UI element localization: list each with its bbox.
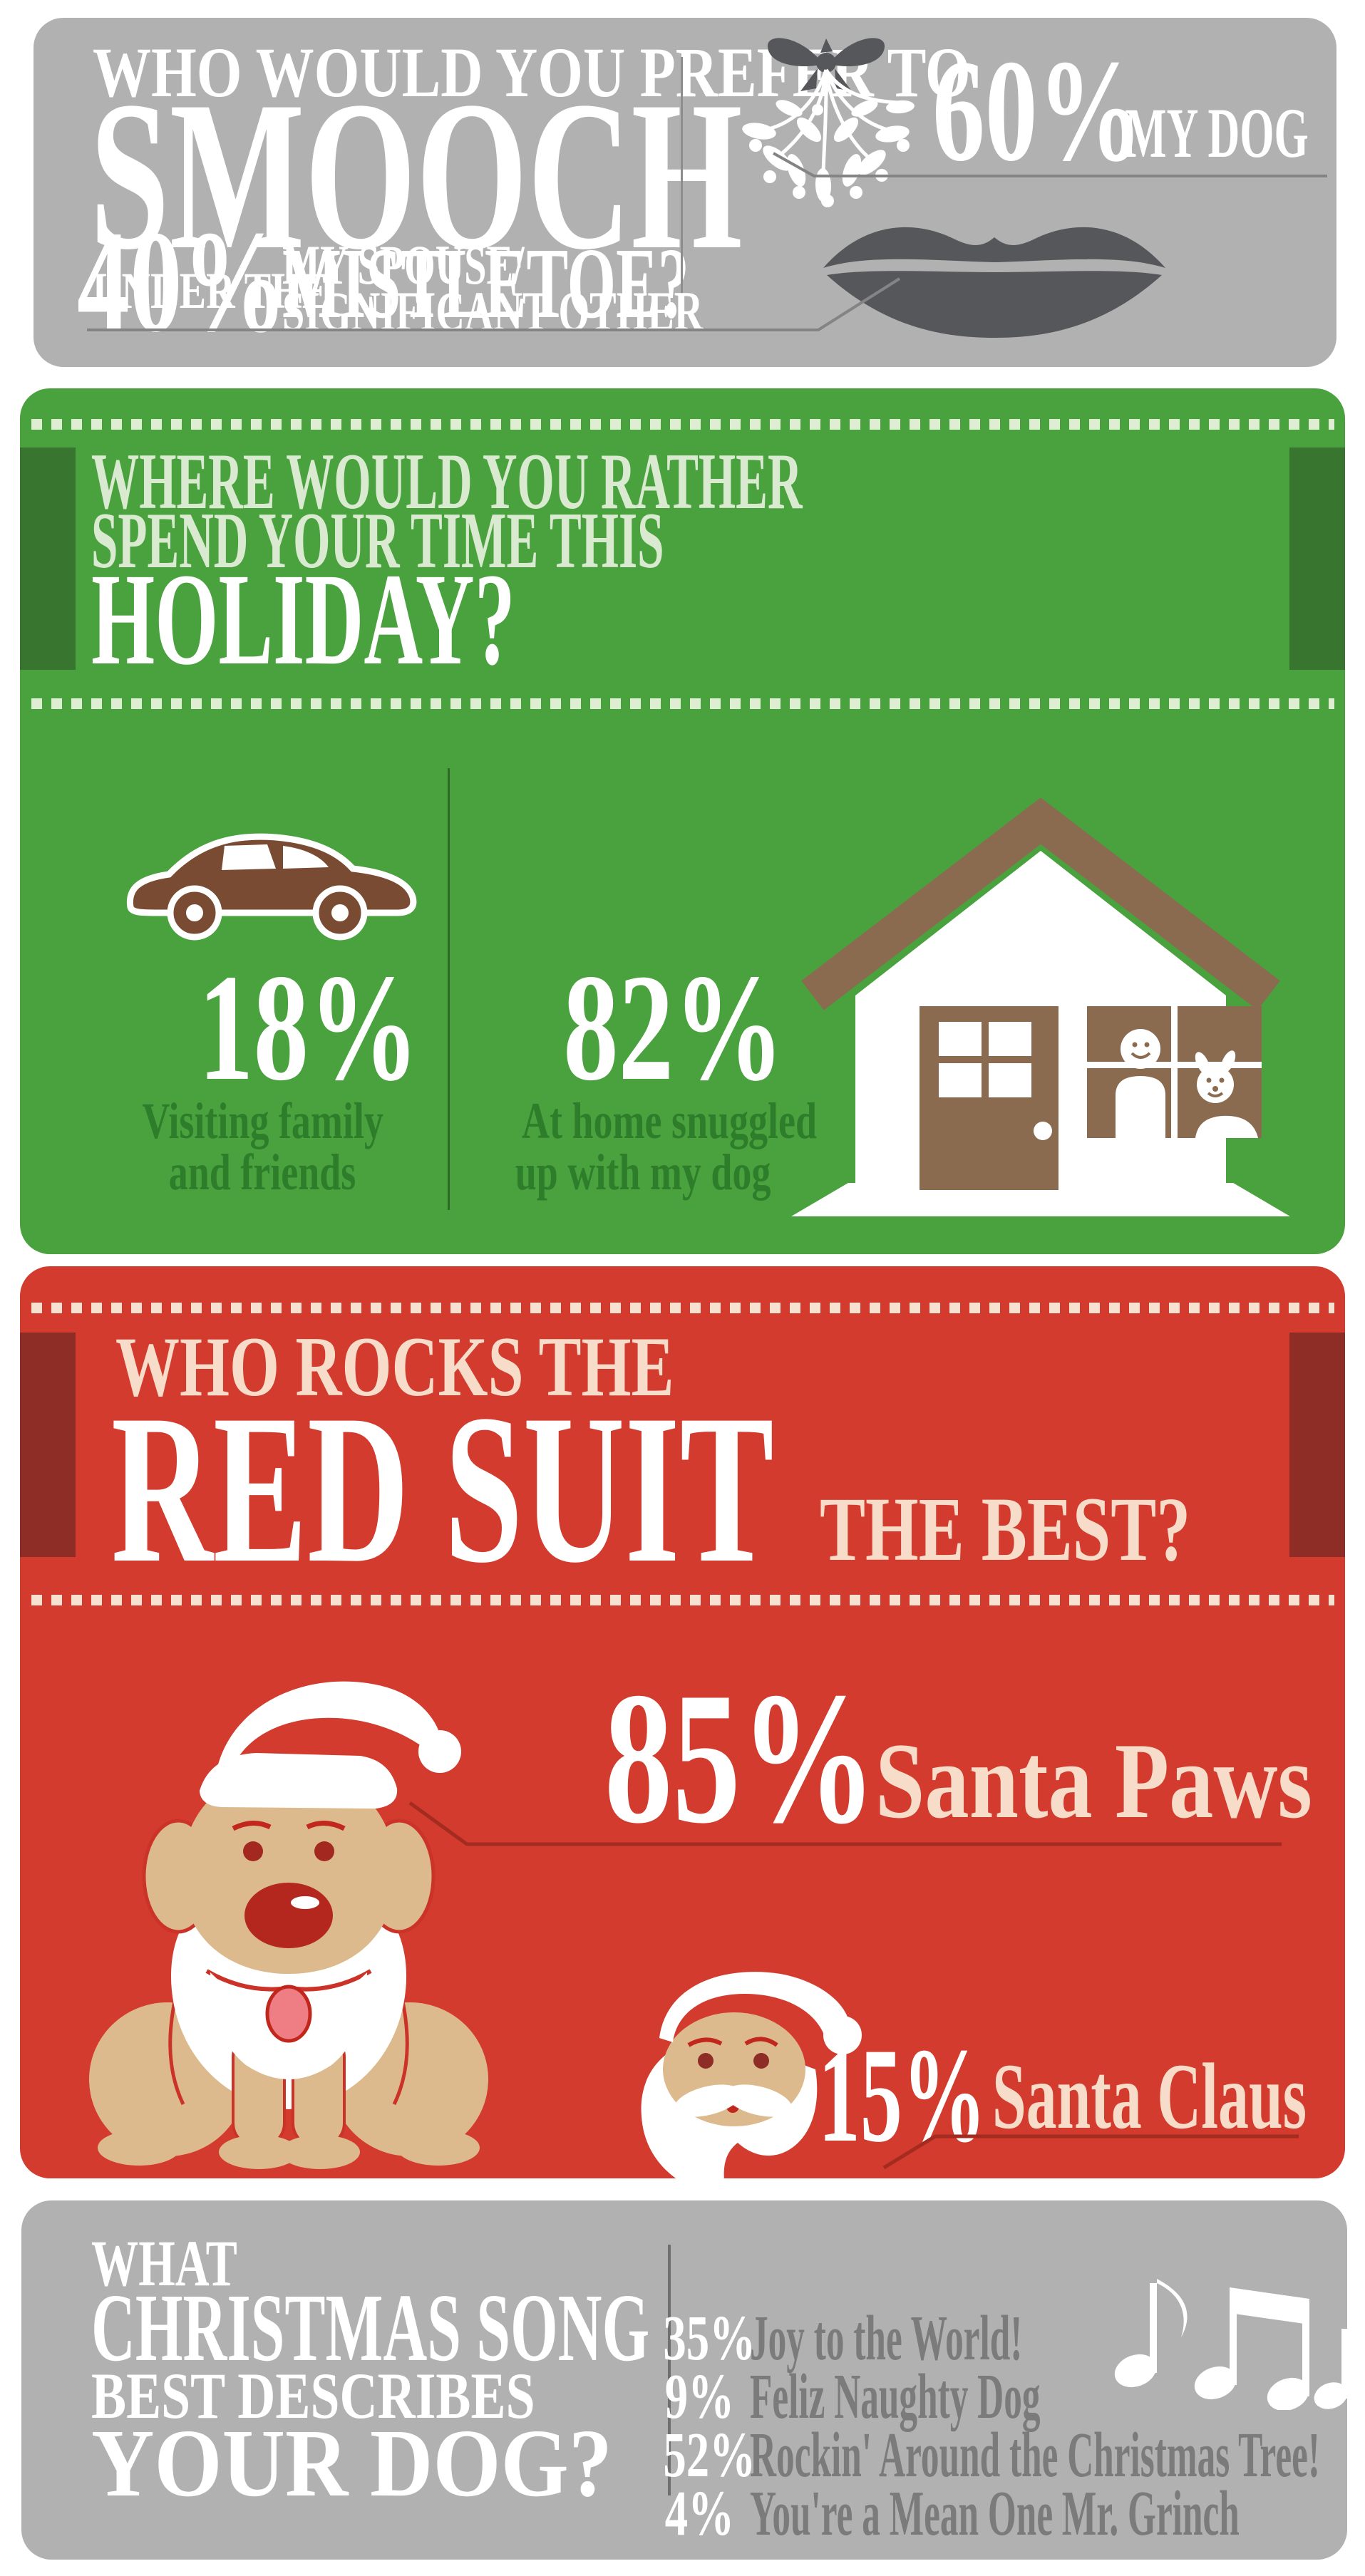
song-name-4: You're a Mean One Mr. Grinch bbox=[750, 2478, 1240, 2549]
song-divider bbox=[668, 2245, 671, 2495]
holiday-travel-label1: Visiting family bbox=[142, 1092, 383, 1149]
redsuit-paws-label: Santa Paws bbox=[875, 1721, 1312, 1841]
song-pct-1: 35% bbox=[663, 2303, 756, 2374]
redsuit-dotted-top bbox=[31, 1303, 1334, 1313]
holiday-travel-label2: and friends bbox=[168, 1144, 356, 1201]
redsuit-ribbon-right bbox=[1289, 1333, 1345, 1557]
redsuit-ribbon-left bbox=[20, 1333, 76, 1557]
car-icon bbox=[126, 833, 417, 941]
person-in-window bbox=[1116, 1029, 1165, 1138]
song-title-line4: YOUR DOG? bbox=[91, 2410, 612, 2517]
holiday-home-value: 82% bbox=[563, 942, 784, 1112]
song-pct-3: 52% bbox=[663, 2420, 756, 2490]
song-name-3: Rockin' Around the Christmas Tree! bbox=[750, 2420, 1320, 2490]
lips-icon bbox=[823, 227, 1165, 338]
song-title-line3: BEST DESCRIBES bbox=[91, 2359, 535, 2432]
holiday-dotted-top bbox=[31, 419, 1334, 430]
house-icon bbox=[791, 797, 1290, 1216]
santa-claus-icon bbox=[641, 1972, 862, 2196]
holiday-home-label2: up with my dog bbox=[515, 1144, 771, 1201]
holiday-ribbon-left bbox=[20, 448, 76, 670]
song-pct-4: 4% bbox=[664, 2478, 734, 2549]
redsuit-dotted-bottom bbox=[31, 1595, 1334, 1605]
holiday-divider bbox=[448, 768, 450, 1210]
redsuit-title-line1: WHO ROCKS THE bbox=[115, 1319, 674, 1414]
song-name-2: Feliz Naughty Dog bbox=[750, 2362, 1041, 2432]
holiday-dotted-bottom bbox=[31, 698, 1334, 709]
holiday-home-label1: At home snuggled bbox=[522, 1092, 818, 1149]
song-title-line1: WHAT bbox=[91, 2227, 237, 2300]
song-title-line2: CHRISTMAS SONG bbox=[91, 2275, 650, 2381]
holiday-title-line3: HOLIDAY? bbox=[91, 547, 515, 693]
smooch-spouse-label2: SIGNIFICANT OTHER bbox=[282, 280, 704, 342]
smooch-dog-label: MY DOG bbox=[1125, 93, 1309, 172]
holiday-ribbon-right bbox=[1289, 448, 1345, 670]
dog-in-window bbox=[1195, 1050, 1258, 1138]
santa-paws-dog-icon bbox=[89, 1681, 488, 2169]
music-notes-icon bbox=[1114, 2279, 1358, 2410]
redsuit-claus-label: Santa Claus bbox=[992, 2044, 1307, 2148]
holiday-travel-value: 18% bbox=[198, 942, 419, 1112]
song-pct-2: 9% bbox=[664, 2362, 734, 2432]
holiday-title-line1: WHERE WOULD YOU RATHER bbox=[91, 438, 803, 526]
redsuit-title-line2: RED SUIT bbox=[111, 1370, 774, 1607]
smooch-title-word: SMOOCH bbox=[90, 57, 743, 294]
song-name-1: Joy to the World! bbox=[750, 2303, 1023, 2374]
holiday-title-line2: SPEND YOUR TIME THIS bbox=[91, 497, 664, 585]
smooch-divider bbox=[681, 57, 683, 329]
redsuit-title-line3: THE BEST? bbox=[820, 1479, 1191, 1580]
